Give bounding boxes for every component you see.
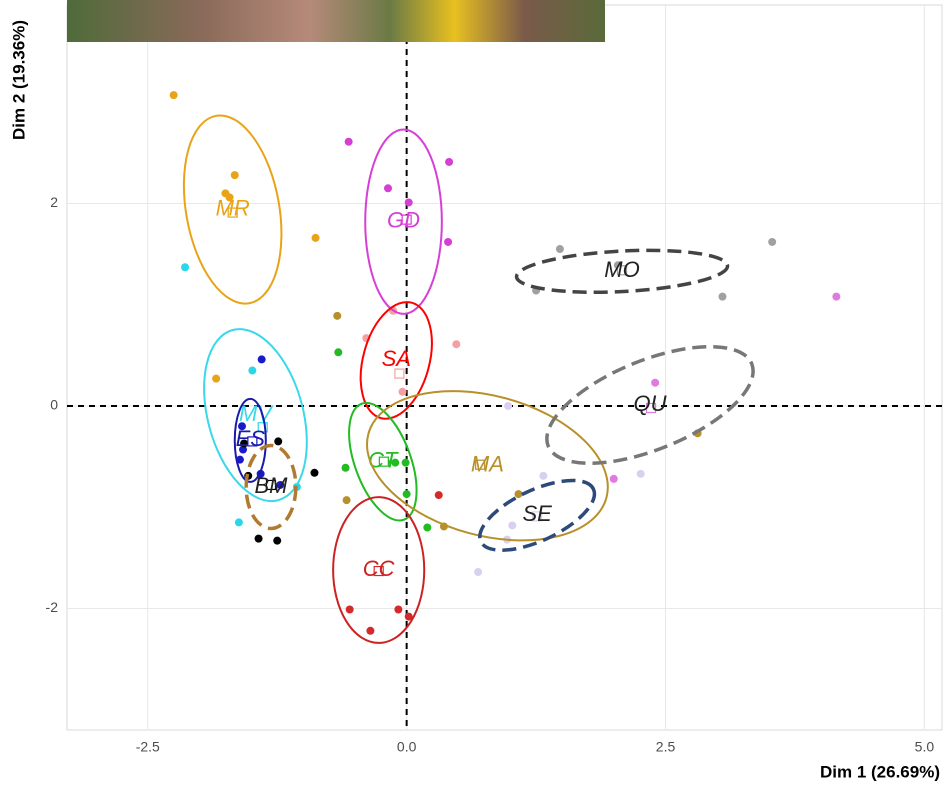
point: [398, 387, 407, 396]
group-label: SA: [382, 346, 411, 371]
confidence-ellipse: [233, 397, 267, 483]
centroid: [265, 479, 277, 491]
group-label: MO: [604, 257, 639, 282]
confidence-ellipse: [203, 328, 308, 503]
x-axis-title: Dim 1 (26.69%): [820, 762, 940, 781]
centroid: [373, 565, 384, 577]
group-label: MV: [239, 401, 274, 426]
point: [273, 536, 282, 545]
centroid: [401, 214, 412, 225]
point: [225, 193, 234, 202]
photo: [67, 0, 605, 42]
centroid: [227, 207, 238, 218]
point: [651, 378, 660, 387]
point: [274, 437, 283, 446]
x-tick-label: 2.5: [656, 739, 676, 755]
point: [342, 496, 351, 505]
point: [402, 490, 411, 499]
group-label: GD: [387, 208, 420, 233]
point: [230, 171, 239, 180]
centroid: [257, 422, 268, 433]
confidence-ellipse: [514, 248, 730, 295]
point: [276, 480, 285, 489]
group-label: ES: [236, 426, 266, 451]
point: [474, 568, 483, 577]
confidence-ellipse: [366, 390, 609, 542]
point: [254, 534, 263, 543]
centroid: [475, 459, 486, 470]
y-tick-label: 2: [50, 194, 58, 210]
point: [334, 348, 343, 357]
point: [539, 471, 548, 480]
confidence-ellipse: [545, 344, 755, 465]
confidence-ellipse: [364, 128, 443, 315]
group-label: MR: [216, 195, 250, 220]
point: [401, 458, 410, 467]
point: [832, 292, 841, 301]
point: [394, 605, 403, 614]
point: [169, 91, 178, 100]
point: [384, 184, 393, 193]
centroid: [616, 265, 628, 276]
plot-panel: [66, 4, 943, 731]
confidence-ellipse: [478, 478, 597, 552]
point: [212, 374, 221, 383]
x-tick-label: 5.0: [915, 739, 935, 755]
point: [344, 137, 353, 146]
point: [514, 490, 523, 499]
point: [445, 157, 454, 166]
centroid: [394, 368, 405, 379]
x-tick-label: -2.5: [136, 739, 160, 755]
centroid: [645, 402, 657, 414]
point: [423, 523, 432, 532]
group-label: BM: [254, 473, 288, 498]
point: [768, 237, 777, 246]
point: [257, 355, 266, 364]
point: [444, 237, 453, 246]
point: [404, 612, 413, 621]
confidence-ellipse: [244, 443, 298, 531]
group-label: QU: [633, 391, 666, 416]
confidence-ellipse: [359, 301, 433, 420]
centroid: [378, 456, 389, 467]
y-tick-label: 0: [50, 397, 58, 413]
confidence-ellipse: [348, 401, 418, 522]
y-axis-title: Dim 2 (19.36%): [9, 20, 28, 140]
point: [391, 458, 400, 467]
centroid: [247, 436, 258, 447]
point: [452, 340, 461, 349]
point: [609, 474, 618, 483]
point: [235, 455, 244, 464]
point: [504, 401, 513, 410]
confidence-ellipse: [182, 114, 283, 305]
y-tick-label: -2: [46, 599, 59, 615]
point: [366, 626, 375, 635]
point: [636, 469, 645, 478]
point: [181, 263, 190, 272]
point: [238, 422, 246, 431]
point: [434, 491, 443, 500]
group-label: SE: [522, 501, 552, 526]
point: [248, 366, 257, 375]
centroid: [532, 511, 543, 522]
confidence-ellipse: [332, 496, 426, 644]
group-label: MA: [471, 452, 504, 477]
point: [404, 198, 413, 207]
point: [555, 245, 564, 254]
point: [345, 605, 354, 614]
point: [240, 439, 249, 448]
point: [718, 292, 727, 301]
point: [311, 233, 320, 242]
point: [234, 518, 243, 527]
x-tick-label: 0.0: [397, 739, 417, 755]
point: [341, 463, 350, 472]
group-label: CC: [363, 556, 395, 581]
point: [310, 468, 319, 477]
point: [239, 445, 248, 454]
point: [333, 311, 342, 320]
point: [508, 521, 517, 530]
